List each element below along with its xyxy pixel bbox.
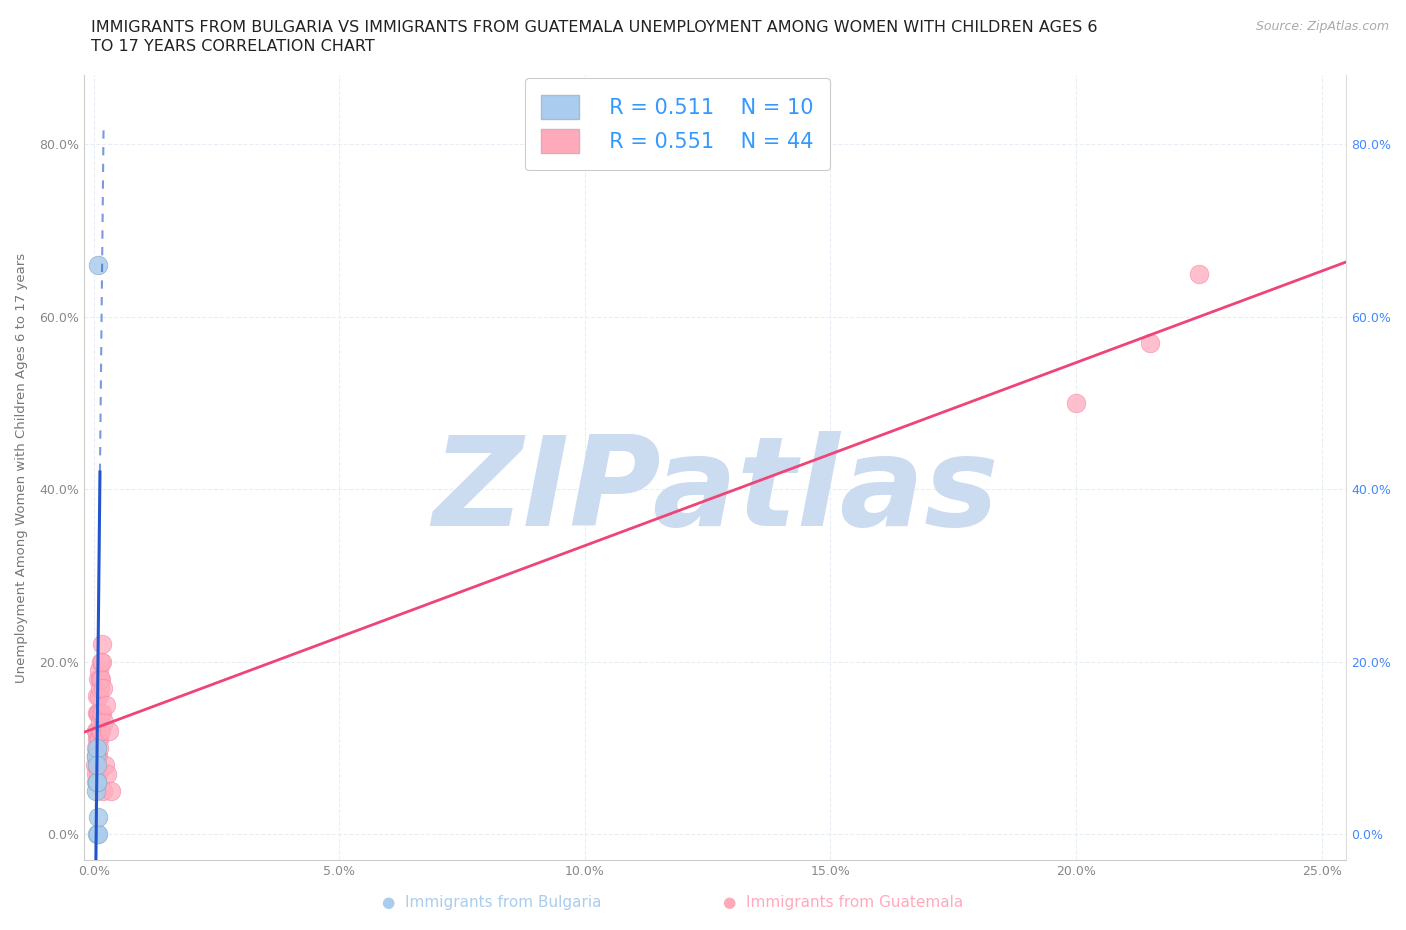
Point xyxy=(87,258,110,272)
Point xyxy=(87,827,110,842)
Point xyxy=(86,740,108,755)
Point xyxy=(84,775,107,790)
Point xyxy=(84,758,107,773)
Point xyxy=(90,706,112,721)
Point xyxy=(89,724,111,738)
Text: ●  Immigrants from Bulgaria: ● Immigrants from Bulgaria xyxy=(382,895,602,910)
Point xyxy=(86,706,108,721)
Point xyxy=(87,749,110,764)
Point xyxy=(100,784,122,799)
Point xyxy=(87,766,110,781)
Point xyxy=(91,680,114,695)
Point xyxy=(89,732,111,747)
Legend:   R = 0.511    N = 10,   R = 0.551    N = 44: R = 0.511 N = 10, R = 0.551 N = 44 xyxy=(524,78,830,170)
Point xyxy=(84,784,107,799)
Point xyxy=(84,724,107,738)
Text: ●  Immigrants from Guatemala: ● Immigrants from Guatemala xyxy=(724,895,963,910)
Point xyxy=(90,724,112,738)
Point xyxy=(86,758,108,773)
Text: ZIPatlas: ZIPatlas xyxy=(432,431,998,551)
Point xyxy=(86,732,108,747)
Point xyxy=(91,784,114,799)
Point xyxy=(87,706,110,721)
Point xyxy=(91,637,114,652)
Text: TO 17 YEARS CORRELATION CHART: TO 17 YEARS CORRELATION CHART xyxy=(91,39,375,54)
Point xyxy=(84,749,107,764)
Point xyxy=(90,654,112,669)
Point xyxy=(86,775,108,790)
Point xyxy=(93,758,115,773)
Y-axis label: Unemployment Among Women with Children Ages 6 to 17 years: Unemployment Among Women with Children A… xyxy=(15,253,28,683)
Text: Source: ZipAtlas.com: Source: ZipAtlas.com xyxy=(1256,20,1389,33)
Point xyxy=(87,663,110,678)
Point xyxy=(93,714,115,729)
Point xyxy=(87,732,110,747)
Point xyxy=(89,680,111,695)
Point xyxy=(87,706,110,721)
Point xyxy=(89,689,111,704)
Point xyxy=(1188,266,1211,281)
Point xyxy=(86,758,108,773)
Point xyxy=(89,671,111,686)
Text: IMMIGRANTS FROM BULGARIA VS IMMIGRANTS FROM GUATEMALA UNEMPLOYMENT AMONG WOMEN W: IMMIGRANTS FROM BULGARIA VS IMMIGRANTS F… xyxy=(91,20,1098,35)
Point xyxy=(84,740,107,755)
Point xyxy=(90,706,112,721)
Point xyxy=(97,724,120,738)
Point xyxy=(90,654,112,669)
Point xyxy=(1064,395,1087,410)
Point xyxy=(96,766,118,781)
Point xyxy=(84,766,107,781)
Point xyxy=(86,827,108,842)
Point xyxy=(86,775,108,790)
Point xyxy=(90,671,112,686)
Point xyxy=(87,671,110,686)
Point xyxy=(86,724,108,738)
Point xyxy=(87,809,110,824)
Point xyxy=(84,749,107,764)
Point xyxy=(89,714,111,729)
Point xyxy=(86,749,108,764)
Point xyxy=(86,689,108,704)
Point xyxy=(1139,335,1161,350)
Point xyxy=(87,740,110,755)
Point xyxy=(94,698,117,712)
